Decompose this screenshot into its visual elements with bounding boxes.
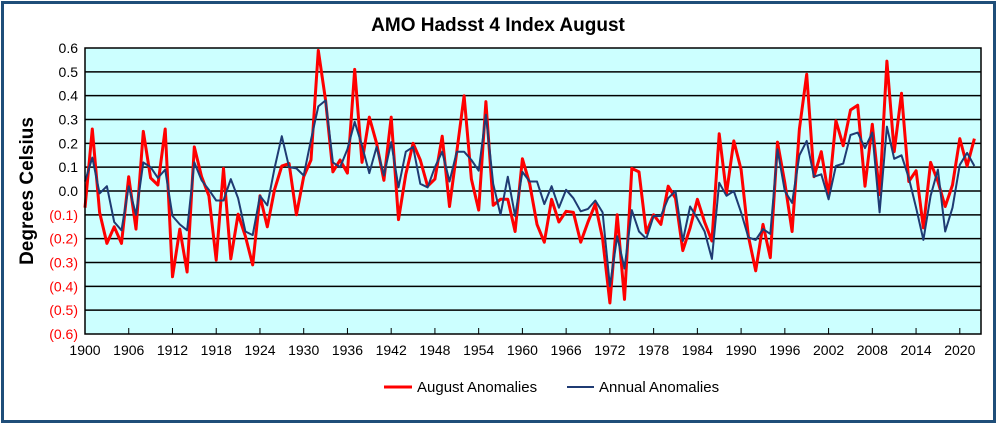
y-tick-label: (0.5) bbox=[49, 302, 78, 318]
x-axis-ticks: 1900 1906 1912 1918 1924 1930 1936 1942 1948 1954… bbox=[69, 328, 976, 358]
x-tick-label: 1996 bbox=[769, 342, 800, 358]
plot-border bbox=[84, 47, 982, 335]
series-line-annual-anomalies bbox=[84, 99, 976, 288]
y-tick-label: (0.1) bbox=[49, 207, 78, 223]
x-tick-label: 1984 bbox=[682, 342, 713, 358]
chart-title: AMO Hadsst 4 Index August bbox=[371, 15, 625, 36]
x-tick-label: 1900 bbox=[69, 342, 100, 358]
x-tick-label: 2002 bbox=[813, 342, 844, 358]
y-tick-label: 0.2 bbox=[59, 135, 79, 151]
y-tick-label: 0.1 bbox=[59, 159, 79, 175]
x-tick-label: 1960 bbox=[507, 342, 538, 358]
y-tick-label: 0.4 bbox=[59, 88, 79, 104]
y-tick-label: 0.3 bbox=[59, 112, 79, 128]
x-tick-label: 1954 bbox=[463, 342, 494, 358]
y-axis-label: Degrees Celsius bbox=[17, 117, 38, 265]
x-tick-label: 1906 bbox=[113, 342, 144, 358]
x-tick-label: 1924 bbox=[244, 342, 275, 358]
x-tick-label: 1918 bbox=[201, 342, 232, 358]
y-axis-ticks: 0.6 0.5 0.4 0.3 0.2 0.1 0.0 (0.1) (0.2) (0.3) (0.4… bbox=[49, 40, 78, 342]
x-tick-label: 1972 bbox=[594, 342, 625, 358]
legend-label-august: August Anomalies bbox=[417, 379, 537, 396]
series-layer bbox=[83, 48, 976, 305]
x-tick-label: 1948 bbox=[419, 342, 450, 358]
legend: August Anomalies Annual Anomalies bbox=[384, 379, 719, 396]
x-tick-label: 2014 bbox=[900, 342, 931, 358]
x-tick-label: 1930 bbox=[288, 342, 319, 358]
x-tick-label: 2008 bbox=[857, 342, 888, 358]
y-tick-label: (0.4) bbox=[49, 278, 78, 294]
x-tick-label: 1936 bbox=[332, 342, 363, 358]
x-tick-label: 1912 bbox=[157, 342, 188, 358]
y-tick-label: (0.3) bbox=[49, 255, 78, 271]
y-tick-label: 0.0 bbox=[59, 183, 79, 199]
y-tick-label: 0.6 bbox=[59, 40, 79, 56]
legend-label-annual: Annual Anomalies bbox=[599, 379, 719, 396]
x-tick-label: 1990 bbox=[726, 342, 757, 358]
x-tick-label: 1978 bbox=[638, 342, 669, 358]
y-tick-label: (0.6) bbox=[49, 326, 78, 342]
y-tick-label: (0.2) bbox=[49, 231, 78, 247]
y-tick-label: 0.5 bbox=[59, 64, 79, 80]
x-tick-label: 2020 bbox=[944, 342, 975, 358]
series-line-august-anomalies bbox=[83, 48, 976, 305]
x-tick-label: 1966 bbox=[551, 342, 582, 358]
x-tick-label: 1942 bbox=[376, 342, 407, 358]
